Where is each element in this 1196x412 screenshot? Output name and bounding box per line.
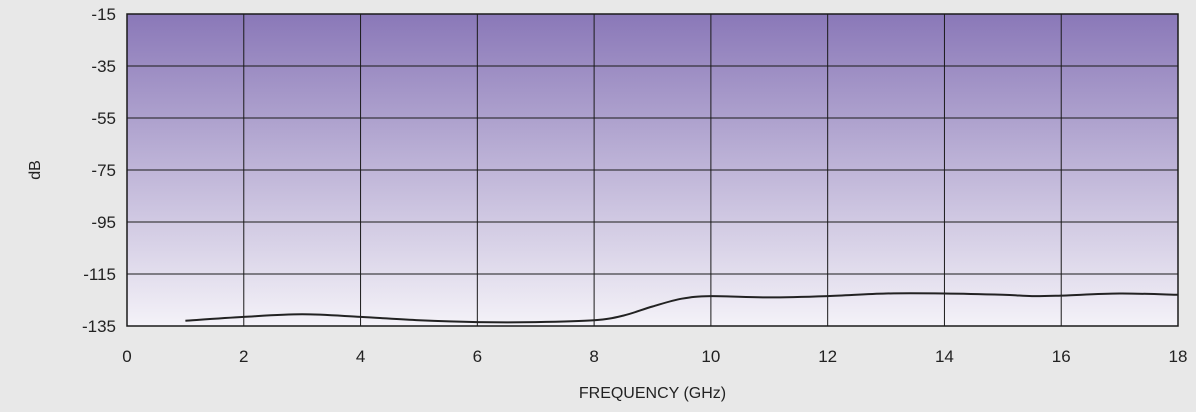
x-tick-label: 10 bbox=[701, 347, 720, 366]
x-tick-label: 18 bbox=[1169, 347, 1188, 366]
y-tick-label: -55 bbox=[91, 109, 116, 128]
series-layer bbox=[185, 292, 1179, 324]
x-axis-label: FREQUENCY (GHz) bbox=[579, 385, 726, 402]
x-tick-label: 4 bbox=[356, 347, 365, 366]
y-tick-label: -135 bbox=[82, 317, 116, 336]
y-axis-label: dB bbox=[27, 160, 44, 180]
plot-border bbox=[126, 13, 1179, 327]
series-line bbox=[185, 292, 1179, 324]
x-axis-ticks: 0 2 4 6 8 10 12 14 16 18 bbox=[122, 347, 1187, 366]
y-tick-label: -15 bbox=[91, 5, 116, 24]
x-tick-label: 0 bbox=[122, 347, 131, 366]
y-tick-label: -75 bbox=[91, 161, 116, 180]
y-tick-label: -35 bbox=[91, 57, 116, 76]
x-tick-label: 6 bbox=[473, 347, 482, 366]
y-tick-label: -115 bbox=[83, 265, 116, 284]
x-tick-label: 8 bbox=[589, 347, 598, 366]
x-tick-label: 14 bbox=[935, 347, 954, 366]
x-tick-label: 12 bbox=[818, 347, 837, 366]
x-tick-label: 16 bbox=[1052, 347, 1071, 366]
y-tick-label: -95 bbox=[91, 213, 116, 232]
y-axis-ticks: -15 -35 -55 -75 -95 -115 -135 bbox=[82, 5, 116, 336]
grid bbox=[126, 13, 1179, 327]
x-tick-label: 2 bbox=[239, 347, 248, 366]
